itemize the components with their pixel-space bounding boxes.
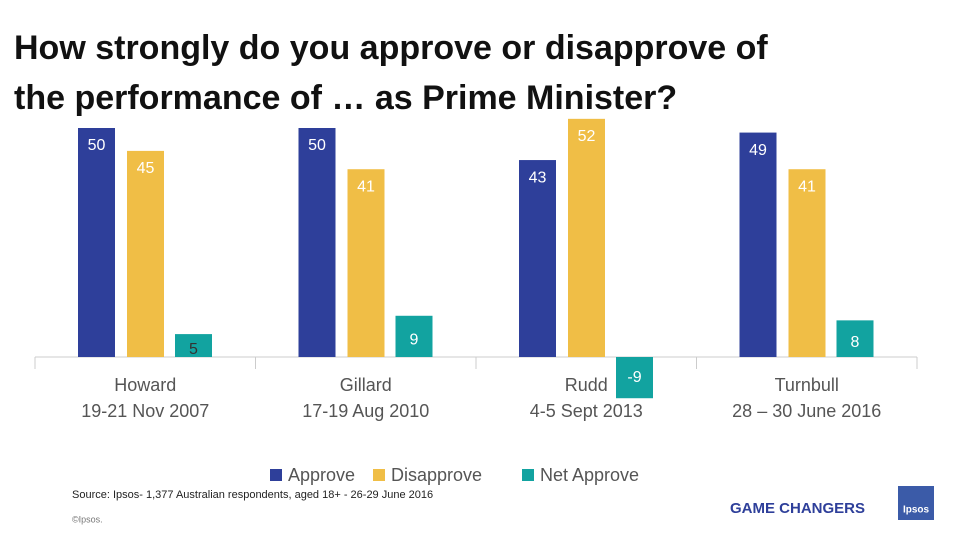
bar: [395, 315, 433, 357]
brand-tagline: GAME CHANGERS: [730, 500, 865, 517]
bar: [519, 160, 556, 357]
bar: [788, 169, 826, 357]
data-label: 45: [137, 160, 155, 177]
data-label: -9: [627, 369, 641, 386]
data-label: 49: [749, 142, 767, 159]
x-tick-label: Gillard: [340, 375, 392, 395]
x-tick-label: Rudd: [565, 375, 608, 395]
bar: [739, 132, 777, 357]
bar: [568, 118, 605, 357]
legend-swatch: [522, 469, 534, 481]
chart-title: the performance of … as Prime Minister?: [14, 79, 677, 117]
data-label: 50: [308, 137, 326, 154]
data-label: 50: [88, 137, 106, 154]
data-label: 41: [357, 178, 375, 195]
source-note: Source: Ipsos- 1,377 Australian responde…: [72, 489, 433, 501]
legend-label: Approve: [288, 465, 355, 485]
bar: [616, 357, 653, 399]
legend-swatch: [373, 469, 385, 481]
chart-title: How strongly do you approve or disapprov…: [14, 29, 768, 67]
x-tick-label: Howard: [114, 375, 176, 395]
x-tick-sublabel: 4-5 Sept 2013: [530, 401, 643, 421]
data-label: 41: [798, 178, 816, 195]
x-tick-label: Turnbull: [775, 375, 839, 395]
data-label: 52: [578, 128, 596, 145]
legend-swatch: [270, 469, 282, 481]
logo-text: Ipsos: [903, 505, 930, 516]
x-tick-sublabel: 19-21 Nov 2007: [81, 401, 209, 421]
x-tick-sublabel: 28 – 30 June 2016: [732, 401, 881, 421]
data-label: 9: [410, 332, 419, 349]
bar: [127, 150, 164, 357]
bar: [78, 128, 115, 357]
bar: [347, 169, 385, 357]
bar: [298, 128, 336, 357]
legend-label: Disapprove: [391, 465, 482, 485]
bar: [175, 334, 212, 357]
data-label: 8: [851, 334, 860, 351]
data-label: 43: [529, 169, 547, 186]
data-label: 5: [189, 341, 198, 358]
bar: [836, 320, 874, 357]
copyright: ©Ipsos.: [72, 514, 103, 524]
legend-label: Net Approve: [540, 465, 639, 485]
logo: [898, 486, 934, 520]
x-tick-sublabel: 17-19 Aug 2010: [302, 401, 429, 421]
